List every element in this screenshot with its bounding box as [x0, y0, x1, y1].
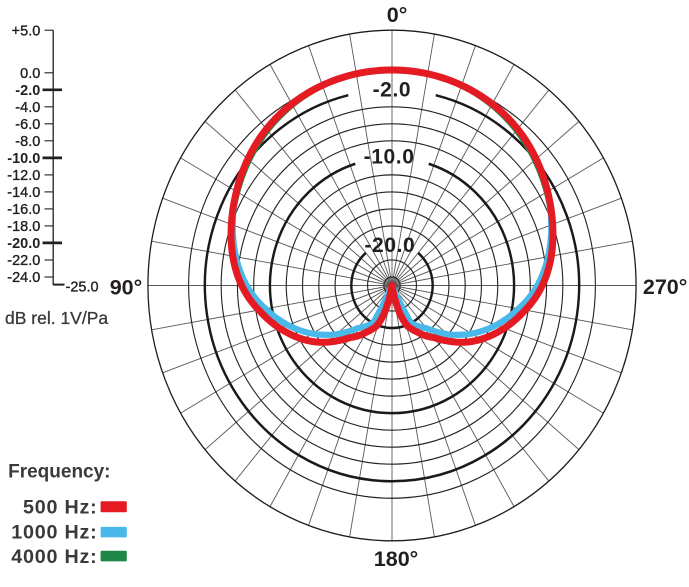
svg-text:90°: 90° [110, 276, 143, 300]
svg-text:-8.0: -8.0 [15, 134, 40, 150]
svg-text:-20.0: -20.0 [7, 236, 40, 252]
svg-text:-2.0: -2.0 [15, 83, 40, 99]
svg-text:-6.0: -6.0 [15, 117, 40, 133]
svg-text:-4.0: -4.0 [15, 100, 40, 116]
svg-text:-14.0: -14.0 [7, 185, 40, 201]
svg-text:-18.0: -18.0 [7, 219, 40, 235]
svg-text:-22.0: -22.0 [7, 253, 40, 269]
svg-text:0.0: 0.0 [20, 66, 40, 82]
svg-text:+5.0: +5.0 [12, 23, 41, 39]
svg-text:-12.0: -12.0 [7, 168, 40, 184]
svg-text:-10.0: -10.0 [7, 151, 40, 167]
svg-text:-16.0: -16.0 [7, 202, 40, 218]
svg-text:1000 Hz:: 1000 Hz: [11, 521, 97, 543]
svg-text:dB rel. 1V/Pa: dB rel. 1V/Pa [5, 308, 108, 328]
svg-text:-2.0: -2.0 [373, 78, 412, 101]
svg-text:0°: 0° [387, 3, 408, 27]
svg-text:-25.0: -25.0 [66, 280, 99, 296]
svg-text:4000 Hz:: 4000 Hz: [11, 546, 97, 568]
svg-text:-24.0: -24.0 [7, 270, 40, 286]
svg-text:500 Hz:: 500 Hz: [23, 497, 98, 519]
svg-text:-20.0: -20.0 [364, 234, 415, 257]
svg-text:-10.0: -10.0 [364, 145, 415, 168]
svg-text:180°: 180° [374, 547, 418, 571]
svg-text:270°: 270° [643, 275, 687, 299]
svg-text:Frequency:: Frequency: [8, 461, 110, 482]
